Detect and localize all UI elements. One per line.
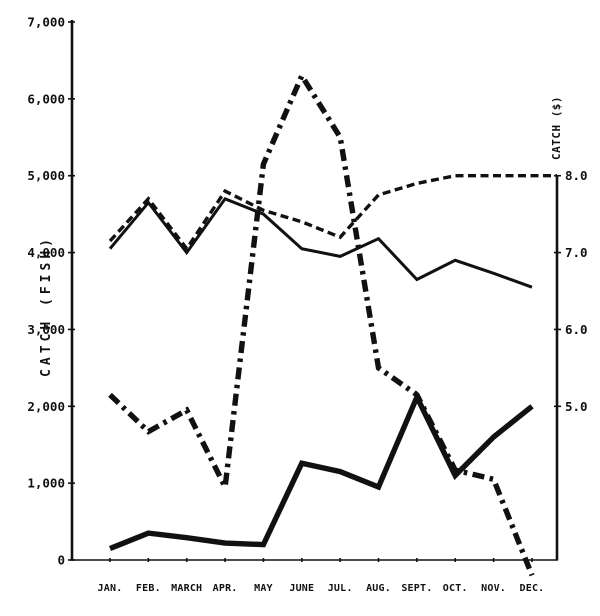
series-line-catch-fish-dashdot-heavy (108, 70, 535, 577)
left-axis-title: CATCH (FISH) (39, 235, 54, 377)
left-axis-tick-label: 3,000 (27, 322, 65, 337)
x-axis-month-label: SEPT. (401, 583, 432, 594)
series-line-catch-fish-heavy-solid (108, 390, 534, 552)
x-axis-month-label: MAY (254, 583, 273, 594)
series-line-catch-fish-thin-solid (108, 196, 533, 289)
right-axis-tick-label: 7.0 (565, 245, 588, 260)
series-line-catch-dollars-dashed (108, 173, 557, 252)
x-axis-month-label: NOV. (481, 583, 506, 594)
left-axis-tick-label: 6,000 (27, 91, 65, 106)
x-axis-month-label: AUG. (366, 583, 391, 594)
x-axis-month-label: DEC. (520, 583, 545, 594)
x-axis-month-label: JUNE (289, 583, 314, 594)
left-axis-tick-label: 7,000 (27, 15, 65, 30)
x-axis-month-label: APR. (213, 583, 238, 594)
right-axis-title: CATCH ($) (550, 96, 563, 160)
right-axis-tick-label: 5.0 (565, 399, 588, 414)
right-axis-tick-label: 6.0 (565, 322, 588, 337)
left-axis-tick-label: 1,000 (27, 476, 65, 491)
x-axis-month-label: MARCH (171, 583, 202, 594)
left-axis-tick-label: 5,000 (27, 168, 65, 183)
right-axis-tick-label: 8.0 (565, 168, 588, 183)
x-axis-month-label: OCT. (443, 583, 468, 594)
left-axis-tick-label: 2,000 (27, 399, 65, 414)
x-axis-month-label: JUL. (328, 583, 353, 594)
left-axis-tick-label: 4,000 (27, 245, 65, 260)
x-axis-month-label: JAN. (98, 583, 123, 594)
left-axis-tick-label: 0 (57, 553, 65, 568)
x-axis-month-label: FEB. (136, 583, 161, 594)
